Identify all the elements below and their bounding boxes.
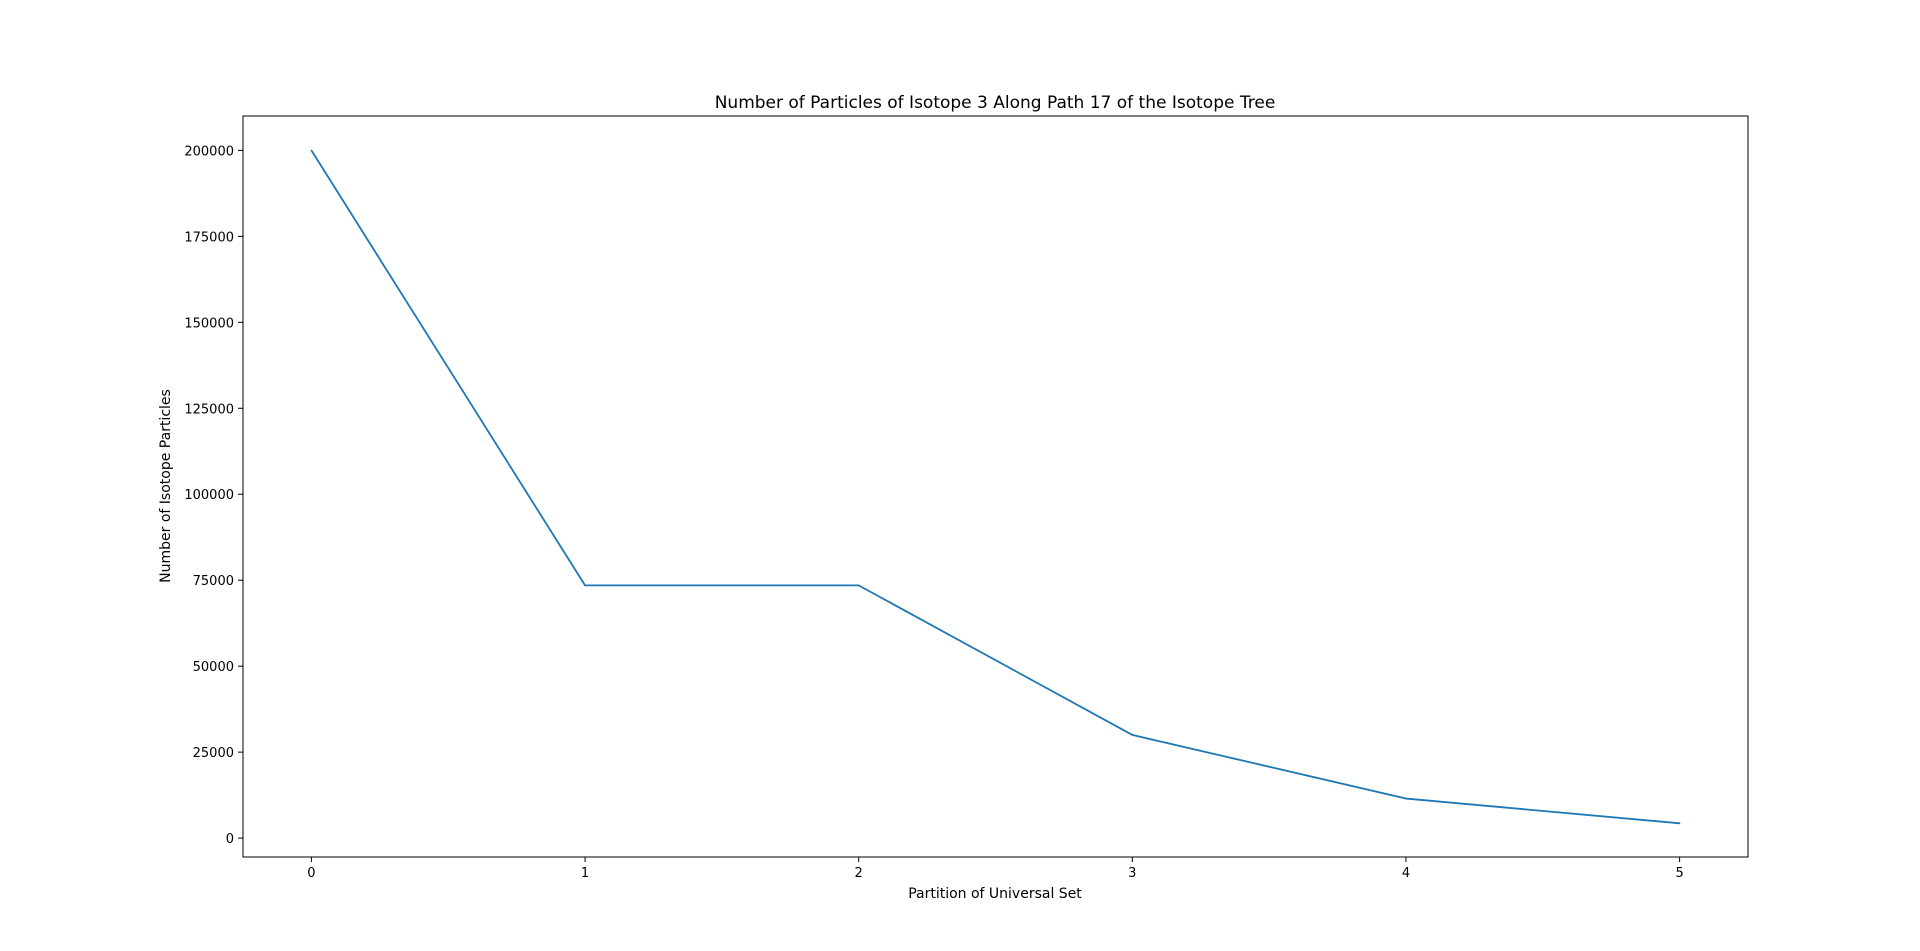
y-tick-label: 25000 <box>193 746 234 761</box>
x-tick-label: 1 <box>581 866 589 881</box>
y-tick-label: 125000 <box>184 402 234 417</box>
data-point <box>857 584 860 587</box>
data-point <box>584 584 586 587</box>
y-tick-label: 100000 <box>184 488 234 503</box>
y-tick-label: 50000 <box>193 660 234 675</box>
x-tick-label: 5 <box>1675 866 1683 881</box>
y-tick-label: 75000 <box>193 574 234 589</box>
y-axis: 0 25000 50000 75000 100000 125000 150000 175000… <box>184 144 243 847</box>
data-point <box>1131 734 1134 736</box>
y-tick-label: 175000 <box>184 230 234 245</box>
y-tick-label: 150000 <box>184 316 234 331</box>
chart-title: Number of Particles of Isotope 3 Along P… <box>715 93 1276 113</box>
series-group <box>310 149 1681 825</box>
data-point <box>1405 797 1407 800</box>
series-line <box>310 149 1680 825</box>
y-tick-label: 200000 <box>184 144 234 159</box>
plot-area <box>242 115 1749 858</box>
y-tick-label: 0 <box>226 832 234 847</box>
x-tick-label: 4 <box>1402 866 1410 881</box>
x-axis: 0 1 2 3 4 5 <box>307 857 1684 881</box>
data-point <box>310 149 313 152</box>
x-tick-label: 3 <box>1128 866 1136 881</box>
y-axis-label: Number of Isotope Particles <box>158 389 174 583</box>
x-tick-label: 0 <box>307 866 315 881</box>
data-point <box>1678 822 1681 825</box>
x-tick-label: 2 <box>855 866 863 881</box>
x-axis-label: Partition of Universal Set <box>908 886 1082 902</box>
